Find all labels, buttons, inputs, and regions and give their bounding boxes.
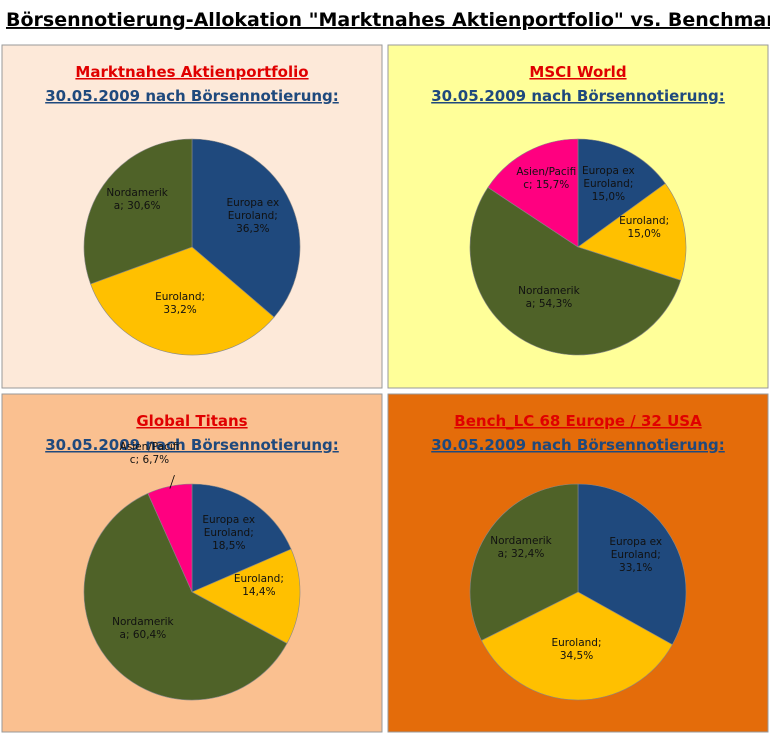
pie-slice — [469, 483, 579, 641]
pie-slice — [577, 138, 666, 248]
chart-subtitle: 30.05.2009 nach Börsennotierung: — [431, 436, 725, 454]
chart-title: MSCI World — [529, 63, 626, 81]
chart-subtitle: 30.05.2009 nach Börsennotierung: — [45, 436, 339, 454]
data-label: Europa ex Euroland; 36,3% — [226, 196, 280, 235]
data-label: Euroland; 34,5% — [551, 636, 602, 662]
pie-slice — [191, 483, 292, 593]
pie-slice — [469, 187, 682, 356]
label-box: Euroland; 15,0% — [619, 214, 670, 240]
data-label: Euroland; 15,0% — [619, 214, 670, 240]
data-label: Nordamerika; 32,4% — [490, 534, 552, 560]
pie-slice — [487, 138, 579, 248]
page-title: Börsennotierung-Allokation "Marktnahes A… — [6, 9, 770, 31]
pie-slice — [481, 591, 673, 701]
pie-slice — [147, 483, 193, 593]
label-box: Nordamerika; 60,4% — [112, 615, 174, 641]
label-box: Europa ex Euroland; 15,0% — [582, 165, 635, 204]
data-label: Europa ex Euroland; 15,0% — [582, 165, 635, 204]
pie-slice — [83, 138, 193, 285]
label-box: Nordamerika; 54,3% — [518, 285, 580, 311]
label-box: Euroland; 14,4% — [233, 572, 284, 598]
pie-slice — [90, 246, 275, 356]
label-box: Europa ex Euroland; 33,1% — [609, 536, 663, 575]
label-box: Asien/Pacific; 15,7% — [516, 166, 577, 192]
label-box: Asien/Pacific; 6,7% — [119, 441, 180, 467]
data-label: Nordamerika; 60,4% — [112, 615, 174, 641]
chart-title: Global Titans — [136, 412, 247, 430]
label-box: Nordamerika; 30,6% — [106, 186, 168, 212]
data-label: Euroland; 14,4% — [233, 572, 284, 598]
pie-slice — [577, 183, 687, 281]
data-label: Europa ex Euroland; 33,1% — [609, 536, 663, 575]
pie-slice — [191, 138, 301, 318]
label-box: Euroland; 33,2% — [155, 290, 206, 316]
label-box: Europa ex Euroland; 18,5% — [202, 514, 256, 553]
label-box: Euroland; 34,5% — [551, 636, 602, 662]
label-box: Europa ex Euroland; 36,3% — [226, 196, 280, 235]
pie-slice — [577, 483, 687, 646]
label-box: Nordamerika; 32,4% — [490, 534, 552, 560]
leader-line — [169, 475, 175, 489]
chart-title: Marktnahes Aktienportfolio — [75, 63, 308, 81]
data-label: Asien/Pacific; 15,7% — [516, 166, 577, 192]
pie-slice — [191, 548, 301, 644]
data-label: Nordamerika; 30,6% — [106, 186, 168, 212]
data-label: Europa ex Euroland; 18,5% — [202, 514, 256, 553]
chart-title: Bench_LC 68 Europe / 32 USA — [454, 412, 702, 430]
data-label: Euroland; 33,2% — [155, 290, 206, 316]
data-label: Asien/Pacific; 6,7% — [119, 441, 180, 467]
pie-slice — [83, 493, 288, 701]
chart-subtitle: 30.05.2009 nach Börsennotierung: — [431, 87, 725, 105]
data-label: Nordamerika; 54,3% — [518, 285, 580, 311]
chart-subtitle: 30.05.2009 nach Börsennotierung: — [45, 87, 339, 105]
